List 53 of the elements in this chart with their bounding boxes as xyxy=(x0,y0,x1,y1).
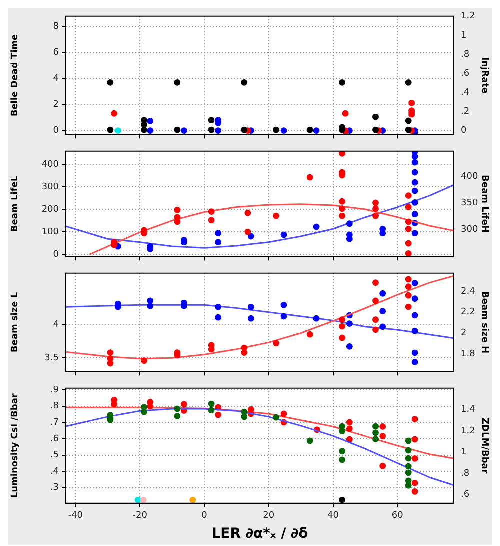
y2-tick-label: 300 xyxy=(461,224,478,235)
x-tick-label: -20 xyxy=(132,511,148,522)
y-tick-label: 300 xyxy=(42,182,60,192)
y2-tick-label: .8 xyxy=(461,468,470,479)
y-axis-title: Beam LifeL xyxy=(10,176,21,232)
y2-tick-label: 2.2 xyxy=(461,308,476,318)
y2-tick-label: .6 xyxy=(461,68,470,79)
y2-tick-label: 1.4 xyxy=(461,405,476,416)
y2-tick-label: 1.2 xyxy=(461,12,476,22)
y2-tick-label: 0 xyxy=(461,126,467,136)
y2-axis-title: ZDLM/Bbar xyxy=(479,418,490,474)
y-tick-label: .4 xyxy=(50,466,60,477)
x-tick-label: 0 xyxy=(202,511,208,522)
y2-tick-label: .8 xyxy=(461,50,470,60)
y2-tick-label: 2 xyxy=(461,328,467,338)
y-axis-title: Belle Dead Time xyxy=(10,34,21,117)
y2-tick-label: 400 xyxy=(461,172,478,182)
y-tick-label: 0 xyxy=(53,250,60,260)
y-tick-label: 100 xyxy=(42,227,60,238)
y2-tick-label: 2.4 xyxy=(461,286,476,297)
y2-tick-label: 1.8 xyxy=(461,349,476,360)
y-tick-label: 200 xyxy=(42,204,60,215)
y-tick-label: 8 xyxy=(53,22,60,32)
y-tick-label: .3 xyxy=(50,483,59,494)
y-tick-label: 6 xyxy=(53,48,60,58)
y2-axis-title: InjRate xyxy=(479,57,490,94)
y2-tick-label: 1 xyxy=(461,30,467,41)
y-tick-label: 0 xyxy=(53,126,60,136)
y2-tick-label: .2 xyxy=(461,107,470,118)
y-tick-label: .5 xyxy=(50,450,59,461)
y-tick-label: 3.5 xyxy=(44,353,59,364)
y2-axis-title: Beam size H xyxy=(479,292,490,354)
y-axis-title: Luminosity CsI /Bbar xyxy=(10,393,21,498)
y2-tick-label: 1.2 xyxy=(461,426,476,436)
y2-tick-label: 1 xyxy=(461,448,467,458)
y-axis-title: Beam size L xyxy=(10,292,21,353)
y-tick-label: 4 xyxy=(53,74,60,84)
y-tick-label: 2 xyxy=(53,100,59,110)
y-tick-label: .7 xyxy=(50,418,59,428)
y2-tick-label: 350 xyxy=(461,198,478,209)
y-tick-label: 4 xyxy=(53,320,60,330)
x-tick-label: 40 xyxy=(328,511,340,522)
x-tick-label: 60 xyxy=(392,511,404,522)
y-tick-label: 400 xyxy=(42,160,60,170)
x-axis-title: LER ∂α*ₓ / ∂δ xyxy=(212,526,309,542)
y-tick-label: .9 xyxy=(50,385,60,396)
y2-axis-title: Beam LifeH xyxy=(479,175,490,233)
x-tick-label: 20 xyxy=(263,511,275,522)
y-tick-label: .6 xyxy=(50,434,60,444)
y2-tick-label: .6 xyxy=(461,490,470,500)
x-tick-label: -40 xyxy=(68,511,84,522)
y2-tick-label: .4 xyxy=(461,88,470,98)
y-tick-label: .8 xyxy=(50,402,60,412)
